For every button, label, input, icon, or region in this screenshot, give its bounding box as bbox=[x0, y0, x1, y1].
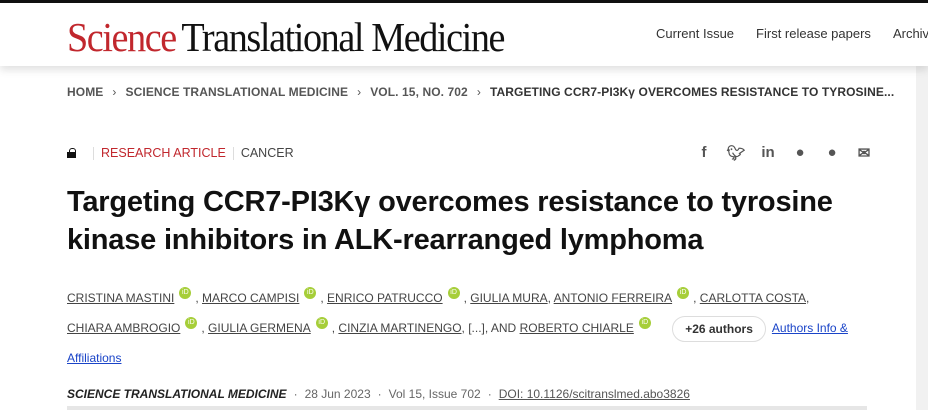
site-header: Science Translational Medicine Current Is… bbox=[0, 3, 928, 66]
author-link[interactable]: MARCO CAMPISI bbox=[202, 291, 300, 305]
journal-logo[interactable]: Science Translational Medicine bbox=[67, 14, 505, 60]
author-list: CRISTINA MASTINI iD, MARCO CAMPISI iD, ENR… bbox=[67, 287, 848, 365]
share-bar: f 🐦︎ in ● ● ✉ bbox=[688, 144, 880, 162]
divider bbox=[232, 146, 234, 160]
dot-separator: · bbox=[487, 387, 492, 401]
article-title: Targeting CCR7-PI3Kγ overcomes resistanc… bbox=[67, 186, 833, 256]
chevron-right-icon: › bbox=[476, 85, 481, 99]
author-link[interactable]: ENRICO PATRUCCO bbox=[327, 291, 443, 305]
nav-archive[interactable]: Archive bbox=[892, 26, 928, 41]
article-meta: RESEARCH ARTICLE CANCER bbox=[67, 146, 294, 160]
linkedin-icon[interactable]: in bbox=[761, 144, 775, 161]
author-link[interactable]: CARLOTTA COSTA bbox=[699, 291, 807, 305]
orcid-icon[interactable]: iD bbox=[638, 317, 651, 329]
dot-separator: · bbox=[377, 387, 382, 401]
dot-separator: · bbox=[293, 387, 298, 401]
author-link[interactable]: ANTONIO FERREIRA bbox=[553, 291, 673, 305]
orcid-icon[interactable]: iD bbox=[304, 287, 317, 299]
nav-first-release[interactable]: First release papers bbox=[756, 26, 871, 41]
authors-ellipsis: [...] bbox=[468, 321, 485, 335]
author-link[interactable]: CRISTINA MASTINI bbox=[67, 291, 175, 305]
author-link[interactable]: GIULIA MURA bbox=[470, 291, 548, 305]
chevron-right-icon: › bbox=[112, 85, 117, 99]
divider bbox=[67, 406, 867, 410]
breadcrumb-home[interactable]: HOME bbox=[67, 85, 104, 99]
chevron-right-icon: › bbox=[357, 85, 362, 99]
citation-journal: SCIENCE TRANSLATIONAL MEDICINE bbox=[67, 387, 287, 401]
authors-and: AND bbox=[490, 321, 517, 335]
email-icon[interactable]: ✉ bbox=[857, 145, 871, 162]
breadcrumb-issue[interactable]: VOL. 15, NO. 702 bbox=[370, 85, 468, 99]
orcid-icon[interactable]: iD bbox=[179, 287, 192, 299]
citation-volume[interactable]: Vol 15, Issue 702 bbox=[388, 387, 481, 401]
doi-link[interactable]: DOI: 10.1126/scitranslmed.abo3826 bbox=[498, 387, 690, 401]
breadcrumb: HOME › SCIENCE TRANSLATIONAL MEDICINE › VOL.… bbox=[67, 85, 894, 99]
main-nav: Current Issue First release papers Archive bbox=[656, 26, 928, 41]
orcid-icon[interactable]: iD bbox=[677, 287, 690, 299]
logo-science: Science bbox=[67, 14, 177, 60]
divider bbox=[93, 146, 94, 160]
author-link[interactable]: ROBERTO CHIARLE bbox=[519, 321, 634, 335]
top-bar bbox=[0, 0, 928, 3]
twitter-icon[interactable]: 🐦︎ bbox=[726, 145, 746, 162]
article-type[interactable]: RESEARCH ARTICLE bbox=[101, 146, 226, 160]
nav-current-issue[interactable]: Current Issue bbox=[656, 26, 735, 41]
orcid-icon[interactable]: iD bbox=[315, 317, 328, 329]
more-authors-button[interactable]: +26 authors bbox=[672, 315, 766, 342]
breadcrumb-journal[interactable]: SCIENCE TRANSLATIONAL MEDICINE bbox=[125, 85, 349, 99]
reddit-icon[interactable]: ● bbox=[795, 144, 805, 161]
orcid-icon[interactable]: iD bbox=[185, 317, 198, 329]
logo-title: Translational Medicine bbox=[181, 14, 505, 60]
author-link[interactable]: CHIARA AMBROGIO bbox=[67, 321, 181, 335]
facebook-icon[interactable]: f bbox=[701, 144, 707, 161]
lock-icon bbox=[67, 148, 76, 158]
article-category[interactable]: CANCER bbox=[240, 146, 294, 160]
author-link[interactable]: GIULIA GERMENA bbox=[208, 321, 311, 335]
author-link[interactable]: CINZIA MARTINENGO bbox=[338, 321, 462, 335]
authors-info-link[interactable]: Authors Info & Affiliations bbox=[67, 321, 848, 365]
wechat-icon[interactable]: ● bbox=[827, 144, 837, 161]
citation-date: 28 Jun 2023 bbox=[304, 387, 371, 401]
citation-line: SCIENCE TRANSLATIONAL MEDICINE · 28 Jun 20… bbox=[67, 387, 690, 401]
orcid-icon[interactable]: iD bbox=[447, 287, 460, 299]
scrollbar[interactable] bbox=[916, 66, 928, 410]
breadcrumb-current: TARGETING CCR7-PI3Kγ OVERCOMES RESISTANC… bbox=[489, 85, 895, 99]
